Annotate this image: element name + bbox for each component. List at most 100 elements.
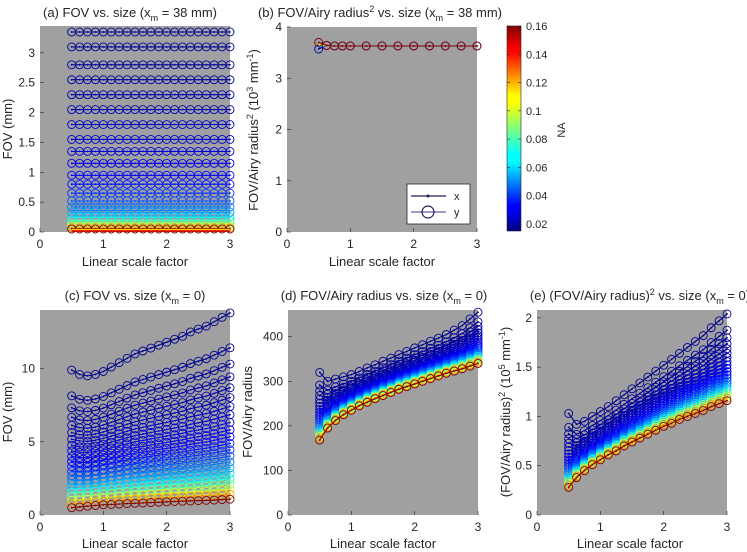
- series-point: [213, 63, 216, 66]
- series-point: [142, 461, 144, 464]
- series-point: [342, 413, 345, 416]
- series-point: [189, 150, 192, 153]
- series-point: [86, 174, 89, 177]
- series-point: [221, 462, 223, 465]
- series-point: [70, 162, 73, 165]
- series-point: [189, 407, 192, 410]
- series-point: [165, 225, 168, 227]
- ytick-label: 400: [263, 330, 283, 344]
- series-point: [575, 423, 578, 426]
- series-point: [70, 394, 73, 397]
- series-point: [445, 344, 448, 347]
- series-marker: [178, 388, 187, 398]
- series-point: [718, 402, 720, 405]
- series-marker: [67, 391, 77, 401]
- series-point: [94, 439, 97, 442]
- series-point: [413, 383, 416, 385]
- series-marker: [217, 395, 227, 405]
- series-marker: [314, 37, 324, 47]
- series-marker: [225, 42, 235, 52]
- series-point: [390, 391, 392, 394]
- series-point: [229, 108, 231, 111]
- series-point: [623, 445, 625, 447]
- series-point: [118, 192, 121, 195]
- series-marker: [178, 377, 187, 387]
- series-point: [134, 108, 136, 111]
- series-marker: [106, 362, 116, 372]
- series-point: [126, 206, 128, 208]
- series-point: [405, 385, 408, 388]
- series-marker: [465, 361, 475, 371]
- series-point: [173, 468, 176, 470]
- series-point: [157, 448, 160, 451]
- series-point: [165, 500, 168, 503]
- series-marker: [225, 170, 235, 180]
- series-point: [157, 398, 160, 400]
- series-point: [157, 501, 160, 504]
- ytick-label: 300: [263, 374, 283, 388]
- series-point: [350, 409, 353, 412]
- series-point: [181, 366, 184, 369]
- series-point: [157, 344, 160, 347]
- series-marker: [114, 384, 124, 394]
- series-marker: [338, 410, 348, 420]
- series-point: [221, 138, 223, 141]
- series-point: [126, 31, 128, 33]
- series-marker: [698, 406, 708, 415]
- series-point: [102, 370, 105, 373]
- series-point: [173, 457, 176, 460]
- series-marker: [225, 343, 235, 353]
- series-point: [221, 488, 223, 491]
- series-point: [157, 200, 160, 202]
- series-point: [142, 45, 144, 48]
- series-marker: [209, 317, 219, 327]
- series-point: [181, 462, 184, 464]
- panel-c: (c) FOV vs. size (xm = 0) 0 5 10 0 1 2 3 Linea…: [0, 288, 235, 551]
- series-point: [567, 412, 570, 415]
- series-point: [213, 150, 216, 153]
- colorbar: 0.02 0.04 0.06 0.08 0.1 0.12 0.14 0.16 NA: [506, 21, 568, 232]
- series-point: [229, 312, 231, 314]
- series-marker: [361, 41, 371, 51]
- series-point: [70, 150, 73, 153]
- series-point: [189, 430, 192, 433]
- series-point: [229, 472, 231, 475]
- series-point: [205, 78, 208, 81]
- series-marker: [722, 339, 732, 349]
- series-point: [94, 63, 97, 66]
- ytick-label: 5: [28, 435, 35, 449]
- series-point: [382, 394, 384, 397]
- series-point: [189, 466, 192, 469]
- ytick-label: 0.5: [18, 195, 35, 209]
- series-point: [181, 410, 184, 413]
- series-point: [181, 200, 184, 202]
- series-point: [142, 378, 144, 381]
- series-point: [229, 493, 231, 496]
- series-point: [70, 431, 73, 434]
- series-point: [205, 93, 208, 96]
- series-marker: [98, 392, 108, 401]
- series-point: [469, 318, 471, 320]
- series-point: [78, 225, 81, 227]
- series-point: [70, 225, 73, 227]
- series-point: [662, 375, 665, 378]
- series-point: [142, 63, 144, 66]
- series-marker: [362, 363, 372, 373]
- series-point: [118, 31, 121, 33]
- series-point: [110, 435, 113, 437]
- series-point: [86, 446, 89, 449]
- series-marker: [675, 414, 684, 424]
- series-point: [134, 394, 136, 396]
- series-point: [70, 174, 73, 177]
- series-point: [142, 123, 144, 126]
- series-point: [181, 472, 184, 475]
- series-point: [221, 78, 223, 81]
- series-marker: [90, 369, 100, 379]
- series-point: [157, 373, 160, 376]
- series-point: [221, 423, 223, 426]
- series-point: [197, 406, 200, 408]
- series-point: [654, 381, 657, 384]
- series-point: [213, 192, 216, 195]
- series-point: [213, 108, 216, 111]
- series-point: [70, 108, 73, 111]
